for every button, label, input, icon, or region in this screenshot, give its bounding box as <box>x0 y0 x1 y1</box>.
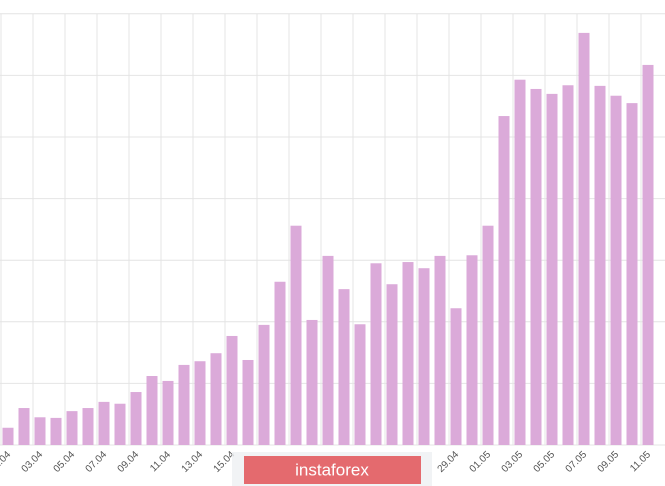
bar <box>322 255 334 445</box>
bar <box>306 319 318 445</box>
bar <box>194 361 206 445</box>
bar <box>146 376 158 445</box>
bar <box>610 95 622 445</box>
bar <box>338 289 350 445</box>
bar <box>626 103 638 446</box>
bar <box>98 401 110 445</box>
bars <box>2 32 654 446</box>
watermark-box <box>244 456 421 484</box>
x-tick-label: 05.05 <box>532 449 558 475</box>
bar <box>178 364 190 445</box>
x-tick-label: 07.04 <box>84 449 110 475</box>
bar <box>82 408 94 445</box>
bar <box>402 262 414 445</box>
bar <box>242 359 254 445</box>
x-tick-label: 05.04 <box>52 449 78 475</box>
x-tick-label: 03.05 <box>500 449 526 475</box>
bar <box>18 408 30 445</box>
bar <box>210 353 222 445</box>
bar <box>594 85 606 445</box>
watermark: instaforex <box>295 460 369 479</box>
bar <box>114 403 126 445</box>
x-tick-label: 01.04 <box>0 449 13 475</box>
x-tick-label: 09.05 <box>596 449 622 475</box>
bar <box>418 268 430 445</box>
bar <box>546 93 558 445</box>
bar <box>530 88 542 446</box>
bar <box>50 417 62 445</box>
x-tick-label: 13.04 <box>180 449 206 475</box>
x-tick-label: 07.05 <box>564 449 590 475</box>
x-tick-label: 01.05 <box>468 449 494 475</box>
bar <box>482 225 494 445</box>
bar <box>162 380 174 445</box>
x-tick-label: 11.04 <box>148 449 173 474</box>
bar <box>130 392 142 445</box>
x-tick-label: 09.04 <box>116 449 142 475</box>
bar <box>2 427 14 445</box>
bar <box>274 281 286 445</box>
bar <box>370 263 382 445</box>
bar <box>290 225 302 445</box>
bar <box>66 411 78 445</box>
bar <box>34 417 46 445</box>
bar <box>434 255 446 445</box>
bar <box>466 255 478 445</box>
bar <box>226 335 238 445</box>
x-tick-label: 29.04 <box>436 449 462 475</box>
bar <box>562 85 574 446</box>
grid <box>0 13 665 446</box>
x-tick-label: 03.04 <box>20 449 46 475</box>
bar <box>386 284 398 445</box>
bar <box>514 79 526 445</box>
bar <box>498 116 510 445</box>
bar <box>354 324 366 445</box>
bar <box>578 32 590 446</box>
x-tick-label: 11.05 <box>628 449 653 474</box>
bar <box>642 64 654 445</box>
bar <box>450 308 462 445</box>
bar <box>258 324 270 445</box>
